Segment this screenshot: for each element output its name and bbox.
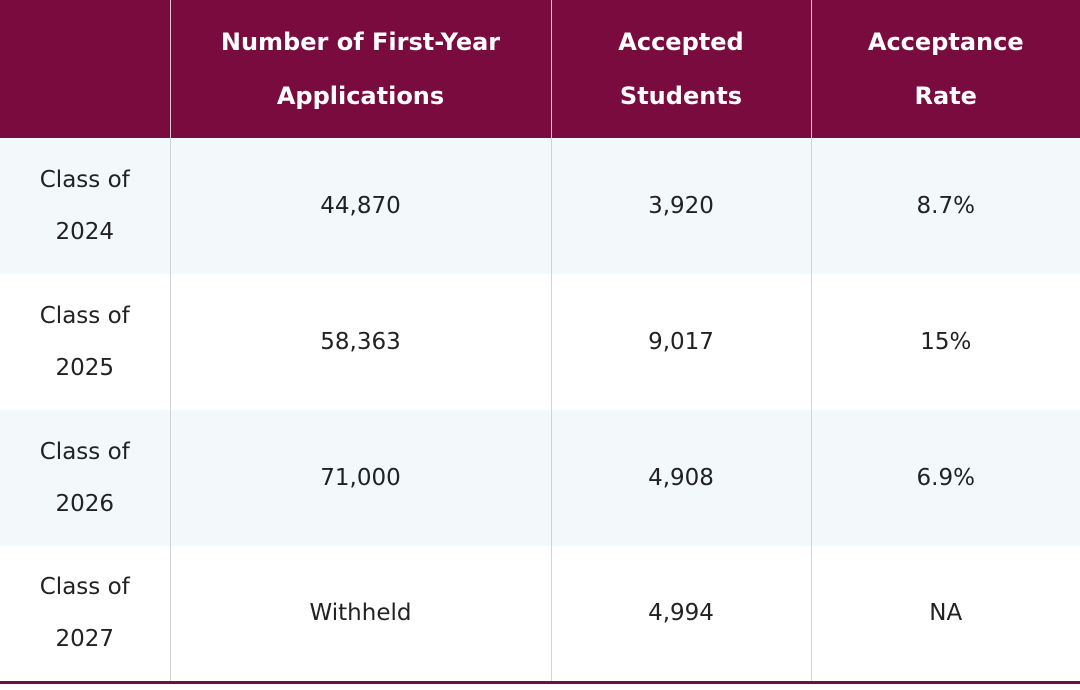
table-row: Class of 2027 Withheld 4,994 NA xyxy=(0,546,1080,682)
table-cell: Withheld xyxy=(169,546,551,682)
table-cell: NA xyxy=(810,546,1080,682)
table-cell: 9,017 xyxy=(550,274,811,410)
row-label: Class of 2027 xyxy=(39,574,130,653)
row-label: Class of 2026 xyxy=(0,410,170,546)
table-cell: 8.7% xyxy=(810,138,1080,274)
table-row: Class of 2025 58,363 9,017 15% xyxy=(0,274,1080,410)
header-row: Number of First-Year Applications Accept… xyxy=(0,0,1080,138)
header-cell: Accepted Students xyxy=(550,0,811,138)
table-cell: 71,000 xyxy=(169,410,551,546)
table-header: Number of First-Year Applications Accept… xyxy=(0,0,1080,138)
table-body: Class of 2024 44,870 3,920 8.7% Class of 202… xyxy=(0,138,1080,682)
table-cell: 44,870 xyxy=(169,138,551,274)
header-cell: Acceptance Rate xyxy=(810,0,1080,138)
table-cell: 4,994 xyxy=(550,546,811,682)
row-label: Class of 2025 xyxy=(39,303,130,381)
table-cell: 3,920 xyxy=(550,138,811,274)
header-cell: Number of First-Year Applications xyxy=(169,0,551,138)
table-cell: 6.9% xyxy=(810,410,1080,546)
table-cell: 4,908 xyxy=(550,410,811,546)
table-cell: 15% xyxy=(810,274,1080,410)
table-row: Class of 2026 71,000 4,908 6.9% xyxy=(0,410,1080,546)
table-row: Class of 2024 44,870 3,920 8.7% xyxy=(0,138,1080,274)
header-cell-empty xyxy=(0,0,170,138)
row-label: Class of 2024 xyxy=(0,138,170,274)
table-cell: 58,363 xyxy=(169,274,551,410)
